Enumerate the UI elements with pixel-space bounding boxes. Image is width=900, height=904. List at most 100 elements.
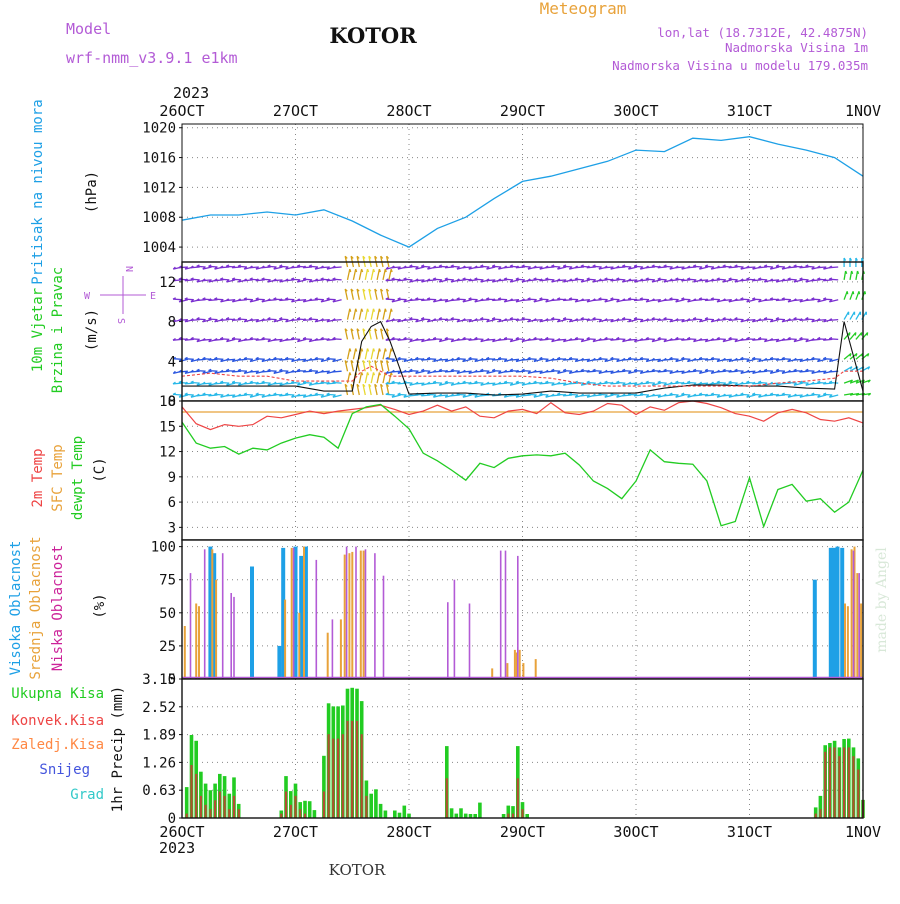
wind-barb-head	[562, 317, 567, 320]
year-top: 2023	[173, 84, 209, 102]
cloud-bar-mid	[844, 603, 846, 679]
wind-barb	[220, 381, 230, 384]
cloud-bar-mid	[846, 606, 849, 679]
cloud-bar-mid	[284, 599, 287, 679]
wind-barb-head	[698, 392, 703, 395]
wind-barb	[190, 278, 200, 281]
y-tick-label: 2.52	[142, 700, 176, 716]
compass-n: N	[123, 266, 134, 272]
wind-barb	[758, 381, 768, 384]
wind-barb	[492, 265, 502, 268]
wind-barb-head	[817, 277, 821, 280]
wind-barb-head	[616, 380, 620, 384]
wind-barb-head	[190, 277, 194, 280]
precip-bar-total	[227, 793, 232, 818]
wind-barb	[764, 265, 774, 268]
wind-barb-head	[805, 298, 809, 302]
wind-barb	[468, 358, 478, 360]
wind-barb-head	[497, 319, 502, 323]
wind-barb-head	[261, 380, 265, 384]
wind-barb-head	[480, 368, 484, 372]
wind-barb-head	[384, 348, 387, 352]
pressure-unit: (hPa)	[84, 171, 100, 213]
wind-barb	[752, 358, 762, 360]
wind-barb-head	[296, 317, 301, 320]
cloud-bar-mid	[198, 606, 200, 679]
wind-barb-head	[817, 394, 821, 398]
wind-barb-head	[350, 328, 354, 332]
wind-barb-head	[556, 278, 561, 282]
wind-barb-head	[356, 255, 360, 259]
precip-bar-total	[473, 814, 477, 818]
wind-barb-head	[403, 336, 407, 340]
wind-barb-head	[651, 298, 655, 302]
cloud-bar-high	[812, 579, 817, 679]
wind-barb-head	[645, 277, 649, 280]
wind-barb-head	[686, 318, 691, 321]
wind-barb-head	[645, 336, 649, 340]
wind-barb-head	[734, 339, 738, 343]
wind-barb-head	[639, 370, 643, 374]
wind-barb-head	[734, 264, 738, 267]
wind-barb-head	[438, 264, 442, 267]
wind-barb-head	[380, 383, 384, 387]
wind-barb-head	[220, 380, 224, 384]
wind-barb-head	[551, 393, 555, 397]
wind-barb-head	[657, 358, 661, 362]
wind-barb-head	[296, 368, 301, 372]
wind-barb	[220, 266, 230, 269]
cloud-bars	[182, 546, 863, 679]
wind-barb-head	[799, 380, 803, 384]
wind-barb-head	[344, 288, 348, 292]
wind-barb-head	[178, 394, 182, 398]
wind-barb	[498, 298, 508, 301]
wind-barb-head	[574, 265, 578, 269]
precip-bar-total	[459, 808, 463, 818]
wind-barb-head	[390, 372, 393, 376]
wind-barb-head	[574, 336, 578, 340]
wind-barb-head	[485, 278, 490, 282]
wind-barb-head	[492, 382, 496, 386]
time-tick-label-bottom: 26OCT	[159, 823, 204, 841]
wind-barb-head	[805, 357, 809, 361]
wind-barb-head	[273, 319, 277, 323]
wind-barb	[326, 358, 336, 360]
wind-barb	[291, 381, 301, 384]
wind-barb-head	[551, 298, 555, 302]
wind-barb-head	[781, 319, 785, 323]
wind-barb-head	[326, 319, 330, 323]
wind-barb-head	[385, 297, 389, 300]
wind-barb-head	[184, 392, 188, 395]
wind-barb-head	[462, 265, 466, 269]
cloud-bar-mid	[326, 632, 329, 679]
wind-barb	[722, 279, 732, 283]
wind-barb-head	[302, 358, 306, 362]
wind-barb	[764, 318, 774, 321]
wind-barb-head	[515, 336, 519, 340]
wind-barb	[781, 393, 791, 396]
wind-barb	[332, 370, 342, 373]
wind-barb-head	[332, 380, 336, 384]
wind-barb-head	[178, 277, 182, 280]
wind-barb-head	[604, 380, 608, 384]
wind-barb-head	[214, 356, 218, 360]
wind-barb	[843, 392, 854, 396]
wind-barb	[368, 360, 372, 372]
wind-barb-head	[551, 357, 555, 361]
wind-barb	[699, 370, 709, 375]
wind-barb-head	[651, 357, 655, 361]
wind-barb-head	[403, 394, 407, 398]
wind-barb-head	[580, 264, 584, 267]
wind-barb-head	[450, 298, 454, 302]
wind-barb-head	[758, 358, 762, 362]
wind-barb-head	[856, 379, 859, 383]
wind-barb-head	[681, 266, 685, 270]
wind-barb-head	[657, 369, 661, 373]
y-tick-label: 1012	[142, 180, 176, 196]
wind-barb-head	[556, 337, 561, 341]
wind-barb-head	[692, 298, 697, 302]
wind-barb	[439, 382, 449, 386]
wind-barb-head	[533, 369, 537, 373]
wind-barb-head	[545, 369, 549, 373]
